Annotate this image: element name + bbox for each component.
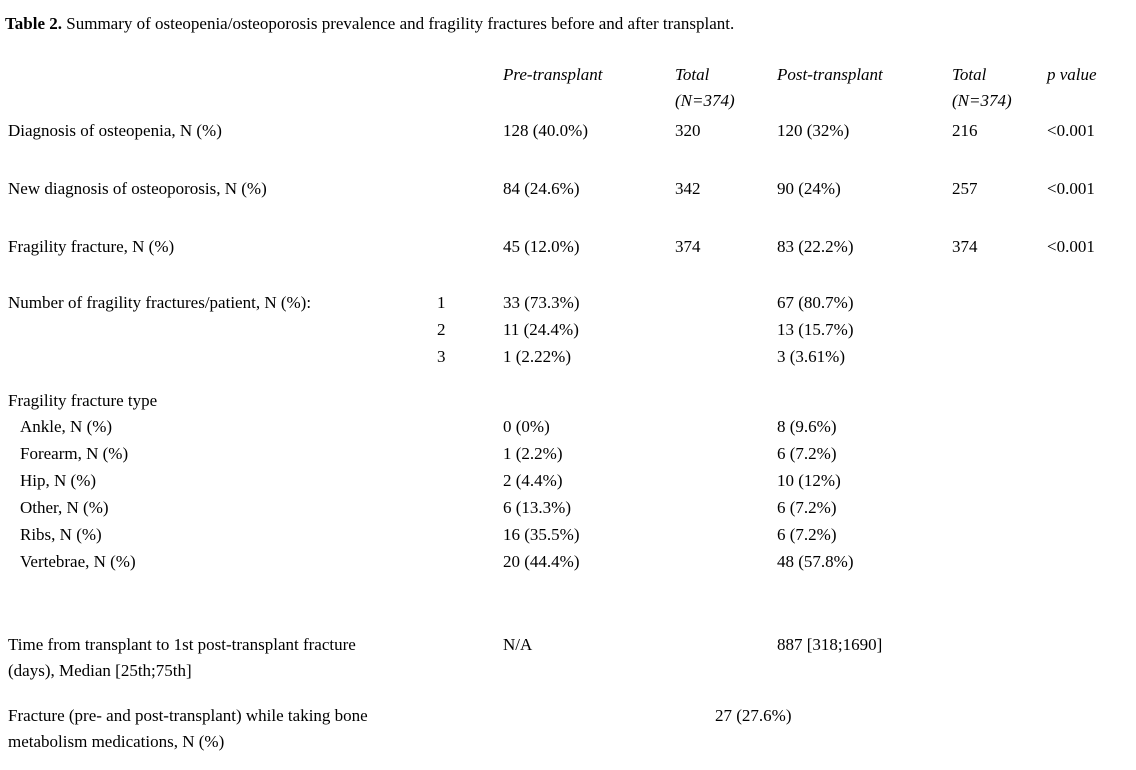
row-label: Diagnosis of osteopenia, N (%) — [8, 121, 222, 140]
table-caption-text: Summary of osteopenia/osteoporosis preva… — [62, 14, 735, 33]
total-post-value: 216 — [952, 121, 978, 140]
row-label-line2: metabolism medications, N (%) — [8, 732, 225, 751]
post-value: 10 (12%) — [777, 471, 841, 490]
post-value: 90 (24%) — [777, 179, 841, 198]
row-label: Vertebrae, N (%) — [20, 552, 136, 571]
sub-count: 3 — [437, 347, 446, 366]
sub-count: 1 — [437, 293, 446, 312]
pre-value: 1 (2.22%) — [503, 347, 571, 366]
post-value: 48 (57.8%) — [777, 552, 854, 571]
p-value: <0.001 — [1047, 179, 1095, 198]
post-value: 3 (3.61%) — [777, 347, 845, 366]
total-post-value: 374 — [952, 237, 978, 256]
table-row-fragility-fracture: Fragility fracture, N (%) 45 (12.0%) 374… — [0, 234, 1136, 260]
table-row-fracture-on-medications: Fracture (pre- and post-transplant) whil… — [0, 703, 1136, 755]
pre-value: 128 (40.0%) — [503, 121, 588, 140]
column-header-total-pre: Total (N=374) — [675, 62, 777, 114]
pre-value: 84 (24.6%) — [503, 179, 580, 198]
table-row-fractures-per-patient-3: 3 1 (2.22%) 3 (3.61%) — [0, 344, 1136, 370]
total-pre-value: 342 — [675, 179, 701, 198]
post-value: 6 (7.2%) — [777, 498, 837, 517]
table-row-osteopenia: Diagnosis of osteopenia, N (%) 128 (40.0… — [0, 118, 1136, 144]
post-value: 887 [318;1690] — [777, 635, 883, 654]
row-label: Number of fragility fractures/patient, N… — [8, 293, 312, 312]
table-row-ankle: Ankle, N (%) 0 (0%) 8 (9.6%) — [0, 414, 1136, 440]
section-label: Fragility fracture type — [8, 391, 158, 410]
column-header-total-pre-n: (N=374) — [675, 91, 735, 110]
column-header-p-value: p value — [1047, 65, 1097, 84]
post-value: 67 (80.7%) — [777, 293, 854, 312]
column-header-post-transplant: Post-transplant — [777, 65, 883, 84]
pre-value: 0 (0%) — [503, 417, 550, 436]
table-row-hip: Hip, N (%) 2 (4.4%) 10 (12%) — [0, 468, 1136, 494]
pre-value: 45 (12.0%) — [503, 237, 580, 256]
table-row-vertebrae: Vertebrae, N (%) 20 (44.4%) 48 (57.8%) — [0, 549, 1136, 575]
pre-value: 6 (13.3%) — [503, 498, 571, 517]
row-label: Forearm, N (%) — [20, 444, 129, 463]
row-label: New diagnosis of osteoporosis, N (%) — [8, 179, 267, 198]
table-section-fracture-type: Fragility fracture type — [0, 388, 1136, 414]
row-label-line1: Fracture (pre- and post-transplant) whil… — [8, 706, 368, 725]
table-row-other: Other, N (%) 6 (13.3%) 6 (7.2%) — [0, 495, 1136, 521]
table-row-ribs: Ribs, N (%) 16 (35.5%) 6 (7.2%) — [0, 522, 1136, 548]
pre-value: 16 (35.5%) — [503, 525, 580, 544]
total-post-value: 257 — [952, 179, 978, 198]
post-value: 6 (7.2%) — [777, 525, 837, 544]
row-label: Time from transplant to 1st post-transpl… — [8, 632, 437, 684]
row-label: Fracture (pre- and post-transplant) whil… — [8, 703, 437, 755]
table-row-osteoporosis: New diagnosis of osteoporosis, N (%) 84 … — [0, 176, 1136, 202]
post-value: 83 (22.2%) — [777, 237, 854, 256]
pre-value: 33 (73.3%) — [503, 293, 580, 312]
row-label: Fragility fracture, N (%) — [8, 237, 175, 256]
column-header-pre-transplant: Pre-transplant — [503, 65, 603, 84]
column-header-total-post-n: (N=374) — [952, 91, 1012, 110]
merged-value: 27 (27.6%) — [715, 706, 792, 725]
table-caption: Table 2. Summary of osteopenia/osteoporo… — [5, 12, 734, 36]
post-value: 13 (15.7%) — [777, 320, 854, 339]
p-value: <0.001 — [1047, 121, 1095, 140]
pre-value: 2 (4.4%) — [503, 471, 563, 490]
post-value: 8 (9.6%) — [777, 417, 837, 436]
row-label: Ribs, N (%) — [20, 525, 102, 544]
column-header-total-post-label: Total — [952, 65, 987, 84]
column-header-total-post: Total (N=374) — [952, 62, 1047, 114]
pre-value: N/A — [503, 635, 533, 654]
table-caption-number: Table 2. — [5, 14, 63, 33]
column-header-total-pre-label: Total — [675, 65, 710, 84]
table-row-time-to-fracture: Time from transplant to 1st post-transpl… — [0, 632, 1136, 684]
row-label: Other, N (%) — [20, 498, 109, 517]
table-row-forearm: Forearm, N (%) 1 (2.2%) 6 (7.2%) — [0, 441, 1136, 467]
pre-value: 20 (44.4%) — [503, 552, 580, 571]
row-label-line1: Time from transplant to 1st post-transpl… — [8, 635, 356, 654]
sub-count: 2 — [437, 320, 446, 339]
row-label: Hip, N (%) — [20, 471, 97, 490]
table-header-row: Pre-transplant Total (N=374) Post-transp… — [0, 62, 1136, 114]
total-pre-value: 320 — [675, 121, 701, 140]
pre-value: 11 (24.4%) — [503, 320, 579, 339]
row-label: Ankle, N (%) — [20, 417, 113, 436]
pre-value: 1 (2.2%) — [503, 444, 563, 463]
table-row-fractures-per-patient-2: 2 11 (24.4%) 13 (15.7%) — [0, 317, 1136, 343]
p-value: <0.001 — [1047, 237, 1095, 256]
row-label-line2: (days), Median [25th;75th] — [8, 661, 192, 680]
post-value: 120 (32%) — [777, 121, 850, 140]
table-row-fractures-per-patient-1: Number of fragility fractures/patient, N… — [0, 290, 1136, 316]
total-pre-value: 374 — [675, 237, 701, 256]
post-value: 6 (7.2%) — [777, 444, 837, 463]
